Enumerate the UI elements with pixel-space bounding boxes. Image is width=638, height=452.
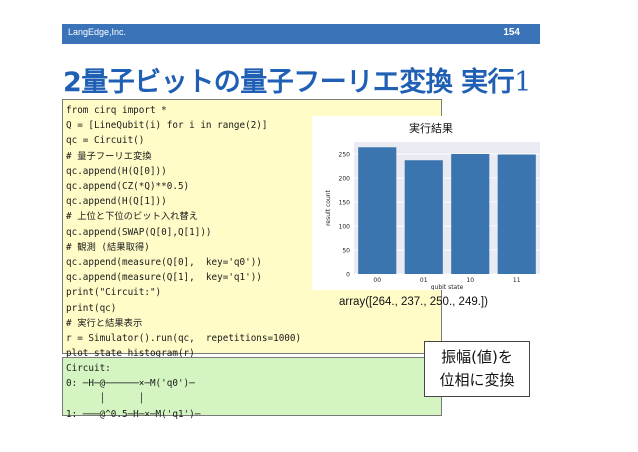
code-line: # 上位と下位のビット入れ替え: [66, 211, 199, 223]
slide-title-text: 2量子ビットの量子フーリエ変換 実行: [63, 67, 515, 98]
y-axis-label: result count: [325, 189, 332, 225]
histogram-chart: 実行結果 0 50 100 150 200 250 00 01 10 11 qubit state r…: [312, 116, 550, 290]
code-line: print(qc): [66, 302, 117, 314]
code-line: qc = Circuit(): [66, 135, 145, 147]
output-line: │ │: [66, 393, 145, 405]
company-name: LangEdge,Inc.: [68, 27, 127, 37]
output-line: 0: ─H─@──────×─M('q0')─: [66, 378, 195, 390]
callout-line-2: 位相に変換: [439, 371, 515, 389]
code-line: qc.append(H(Q[1])): [66, 196, 167, 208]
y-tick-label: 150: [339, 200, 351, 207]
y-tick-label: 200: [339, 176, 351, 183]
code-line: qc.append(SWAP(Q[0],Q[1])): [66, 226, 212, 238]
slide-title-number: 1: [514, 67, 531, 98]
output-line: 1: ───@^0.5─H─×─M('q1')─: [66, 408, 201, 420]
x-tick-label: 10: [466, 277, 474, 284]
histogram-bar: [497, 154, 536, 274]
slide-title: 2量子ビットの量子フーリエ変換 実行1: [63, 60, 531, 99]
callout-box: 振幅(値)を 位相に変換: [424, 341, 530, 397]
y-tick-label: 0: [346, 272, 350, 279]
result-array: array([264., 237., 250., 249.]): [339, 296, 488, 308]
code-line: Q = [LineQubit(i) for i in range(2)]: [66, 120, 268, 132]
histogram-bar: [404, 160, 443, 274]
y-tick-label: 250: [339, 152, 351, 159]
code-line: qc.append(H(Q[0])): [66, 165, 167, 177]
histogram-svg: 0 50 100 150 200 250 00 01 10 11 qubit state result…: [325, 142, 540, 290]
code-line: # 実行と結果表示: [66, 317, 143, 329]
x-tick-label: 11: [513, 277, 521, 284]
y-tick-label: 50: [342, 248, 350, 255]
code-line: r = Simulator().run(qc, repetitions=1000…: [66, 333, 302, 345]
callout-line-1: 振幅(値)を: [441, 348, 513, 366]
header-bar: LangEdge,Inc. 154: [62, 24, 540, 44]
code-line: # 観測 (結果取得): [66, 241, 150, 253]
x-tick-label: 01: [420, 277, 428, 284]
code-line: qc.append(CZ(*Q)**0.5): [66, 181, 190, 193]
histogram-bar: [451, 154, 490, 274]
code-line: qc.append(measure(Q[0], key='q0')): [66, 257, 262, 269]
code-line: plot_state_histogram(r): [66, 348, 195, 360]
output-line: Circuit:: [66, 363, 111, 374]
histogram-bar: [358, 147, 397, 274]
output-cell: Circuit: 0: ─H─@──────×─M('q0')─ │ │ 1: …: [62, 357, 442, 420]
chart-title: 実行結果: [409, 122, 453, 135]
code-line: from cirq import *: [66, 105, 167, 116]
page-number: 154: [503, 27, 520, 38]
x-axis-label: qubit state: [431, 284, 464, 290]
code-line: qc.append(measure(Q[1], key='q1')): [66, 272, 262, 284]
code-line: # 量子フーリエ変換: [66, 150, 152, 162]
x-tick-label: 00: [373, 277, 381, 284]
code-line: print("Circuit:"): [66, 287, 162, 299]
y-tick-label: 100: [339, 224, 351, 231]
